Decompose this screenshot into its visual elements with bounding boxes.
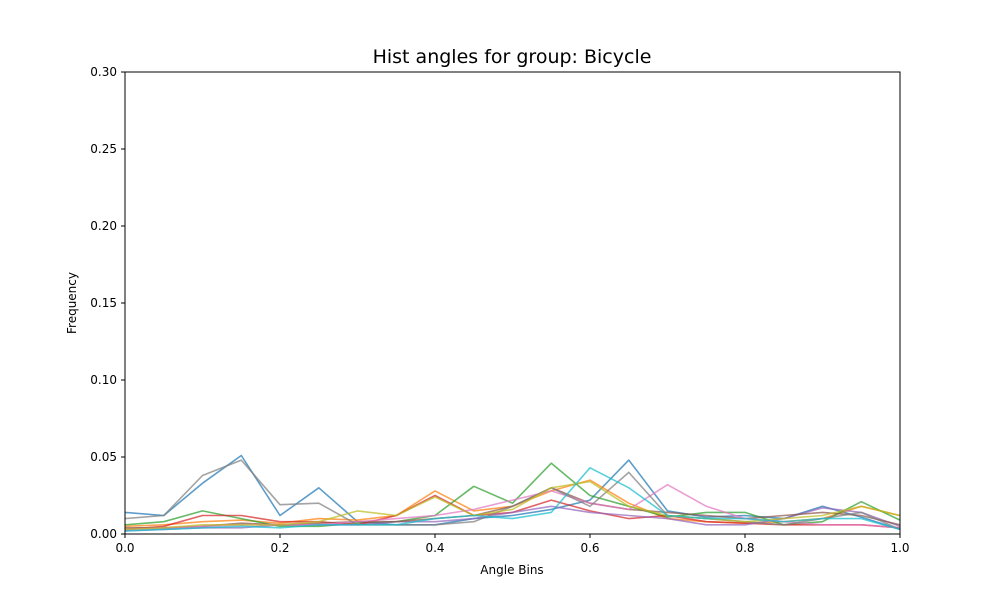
y-tick-label: 0.25 (90, 142, 117, 156)
series-line-3 (124, 462, 901, 528)
x-tick-label: 0.8 (735, 541, 754, 555)
y-tick-label: 0.05 (90, 450, 117, 464)
x-tick-label: 0.2 (270, 541, 289, 555)
x-tick-label: 0.6 (580, 541, 599, 555)
y-tick-label: 0.10 (90, 373, 117, 387)
x-tick-label: 0.0 (115, 541, 134, 555)
x-axis: 0.0 0.2 0.4 0.6 0.8 1.0 (115, 534, 910, 555)
series-line-10 (124, 466, 901, 532)
y-axis: 0.00 0.05 0.10 0.15 0.20 0.25 0.30 (90, 65, 125, 541)
y-tick-label: 0.15 (90, 296, 117, 310)
y-tick-label: 0.20 (90, 219, 117, 233)
y-tick-label: 0.30 (90, 65, 117, 79)
x-axis-label: Angle Bins (480, 563, 543, 577)
series-layer (124, 454, 901, 532)
x-tick-label: 1.0 (890, 541, 909, 555)
x-tick-label: 0.4 (425, 541, 444, 555)
y-axis-label: Frequency (65, 272, 79, 334)
chart-title: Hist angles for group: Bicycle (373, 46, 652, 68)
plot-frame (124, 71, 901, 535)
series-line-9 (124, 480, 901, 531)
y-tick-label: 0.00 (90, 527, 117, 541)
series-line-8 (124, 459, 901, 531)
